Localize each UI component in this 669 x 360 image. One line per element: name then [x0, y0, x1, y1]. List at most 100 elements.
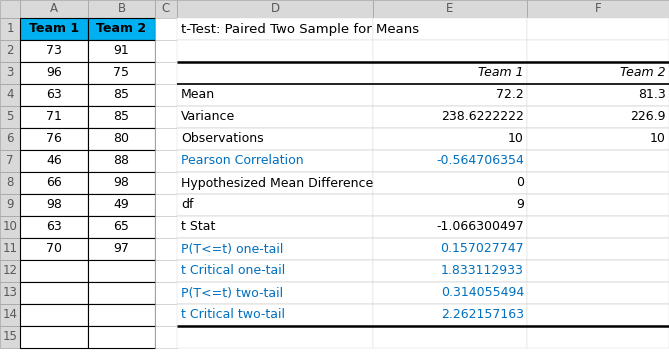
Text: Team 2: Team 2 [620, 67, 666, 80]
Bar [20, 84, 88, 106]
Text: 13: 13 [3, 287, 17, 300]
Bar [177, 282, 373, 304]
Bar [20, 304, 88, 326]
Bar [155, 326, 177, 348]
Bar [155, 172, 177, 194]
Text: 80: 80 [114, 132, 130, 145]
Text: 9: 9 [516, 198, 524, 211]
Bar [0, 128, 20, 150]
Bar [0, 40, 20, 62]
Bar [20, 238, 88, 260]
Text: Pearson Correlation: Pearson Correlation [181, 154, 304, 167]
Bar [177, 18, 373, 40]
Text: 81.3: 81.3 [638, 89, 666, 102]
Bar [155, 304, 177, 326]
Text: 46: 46 [46, 154, 62, 167]
Bar [527, 40, 669, 62]
Text: 91: 91 [114, 45, 129, 58]
Bar [88, 150, 155, 172]
Text: 72.2: 72.2 [496, 89, 524, 102]
Bar [177, 150, 373, 172]
Text: 0.157027747: 0.157027747 [440, 243, 524, 256]
Bar [527, 304, 669, 326]
Text: 2: 2 [6, 45, 14, 58]
Bar [0, 172, 20, 194]
Text: 70: 70 [46, 243, 62, 256]
Text: 15: 15 [3, 330, 17, 343]
Bar [0, 84, 20, 106]
Text: 12: 12 [3, 265, 17, 278]
Bar [373, 150, 527, 172]
Text: 63: 63 [46, 220, 62, 234]
Bar [373, 326, 527, 348]
Bar [155, 106, 177, 128]
Bar [88, 40, 155, 62]
Text: 3: 3 [6, 67, 13, 80]
Text: -1.066300497: -1.066300497 [436, 220, 524, 234]
Bar [0, 238, 20, 260]
Bar [177, 326, 373, 348]
Text: 8: 8 [6, 176, 13, 189]
Bar [177, 260, 373, 282]
Text: C: C [162, 3, 170, 15]
Bar [0, 194, 20, 216]
Text: Team 2: Team 2 [96, 22, 147, 36]
Bar [373, 106, 527, 128]
Text: 0.314055494: 0.314055494 [441, 287, 524, 300]
Bar [20, 106, 88, 128]
Bar [155, 18, 177, 40]
Bar [88, 238, 155, 260]
Bar [177, 0, 373, 18]
Bar [373, 194, 527, 216]
Bar [527, 282, 669, 304]
Text: 10: 10 [650, 132, 666, 145]
Text: 76: 76 [46, 132, 62, 145]
Bar [527, 216, 669, 238]
Text: df: df [181, 198, 193, 211]
Bar [0, 216, 20, 238]
Text: Mean: Mean [181, 89, 215, 102]
Text: 85: 85 [114, 111, 130, 123]
Text: Team 1: Team 1 [29, 22, 79, 36]
Bar [527, 260, 669, 282]
Bar [373, 216, 527, 238]
Text: 5: 5 [6, 111, 13, 123]
Bar [0, 0, 20, 18]
Bar [0, 150, 20, 172]
Text: 66: 66 [46, 176, 62, 189]
Bar [373, 128, 527, 150]
Text: E: E [446, 3, 454, 15]
Bar [20, 216, 88, 238]
Bar [373, 260, 527, 282]
Text: 14: 14 [3, 309, 17, 321]
Bar [88, 84, 155, 106]
Text: 96: 96 [46, 67, 62, 80]
Bar [88, 260, 155, 282]
Text: 65: 65 [114, 220, 129, 234]
Bar [20, 326, 88, 348]
Bar [88, 18, 155, 40]
Bar [88, 326, 155, 348]
Bar [177, 304, 373, 326]
Bar [155, 40, 177, 62]
Text: 2.262157163: 2.262157163 [441, 309, 524, 321]
Bar [0, 18, 20, 40]
Bar [373, 304, 527, 326]
Bar [527, 84, 669, 106]
Bar [88, 62, 155, 84]
Bar [177, 238, 373, 260]
Text: 1.833112933: 1.833112933 [441, 265, 524, 278]
Bar [0, 326, 20, 348]
Bar [88, 216, 155, 238]
Text: 63: 63 [46, 89, 62, 102]
Text: Observations: Observations [181, 132, 264, 145]
Text: 11: 11 [3, 243, 17, 256]
Bar [527, 326, 669, 348]
Bar [177, 106, 373, 128]
Text: Hypothesized Mean Difference: Hypothesized Mean Difference [181, 176, 373, 189]
Bar [20, 172, 88, 194]
Text: 85: 85 [114, 89, 130, 102]
Bar [177, 216, 373, 238]
Bar [527, 18, 669, 40]
Bar [527, 62, 669, 84]
